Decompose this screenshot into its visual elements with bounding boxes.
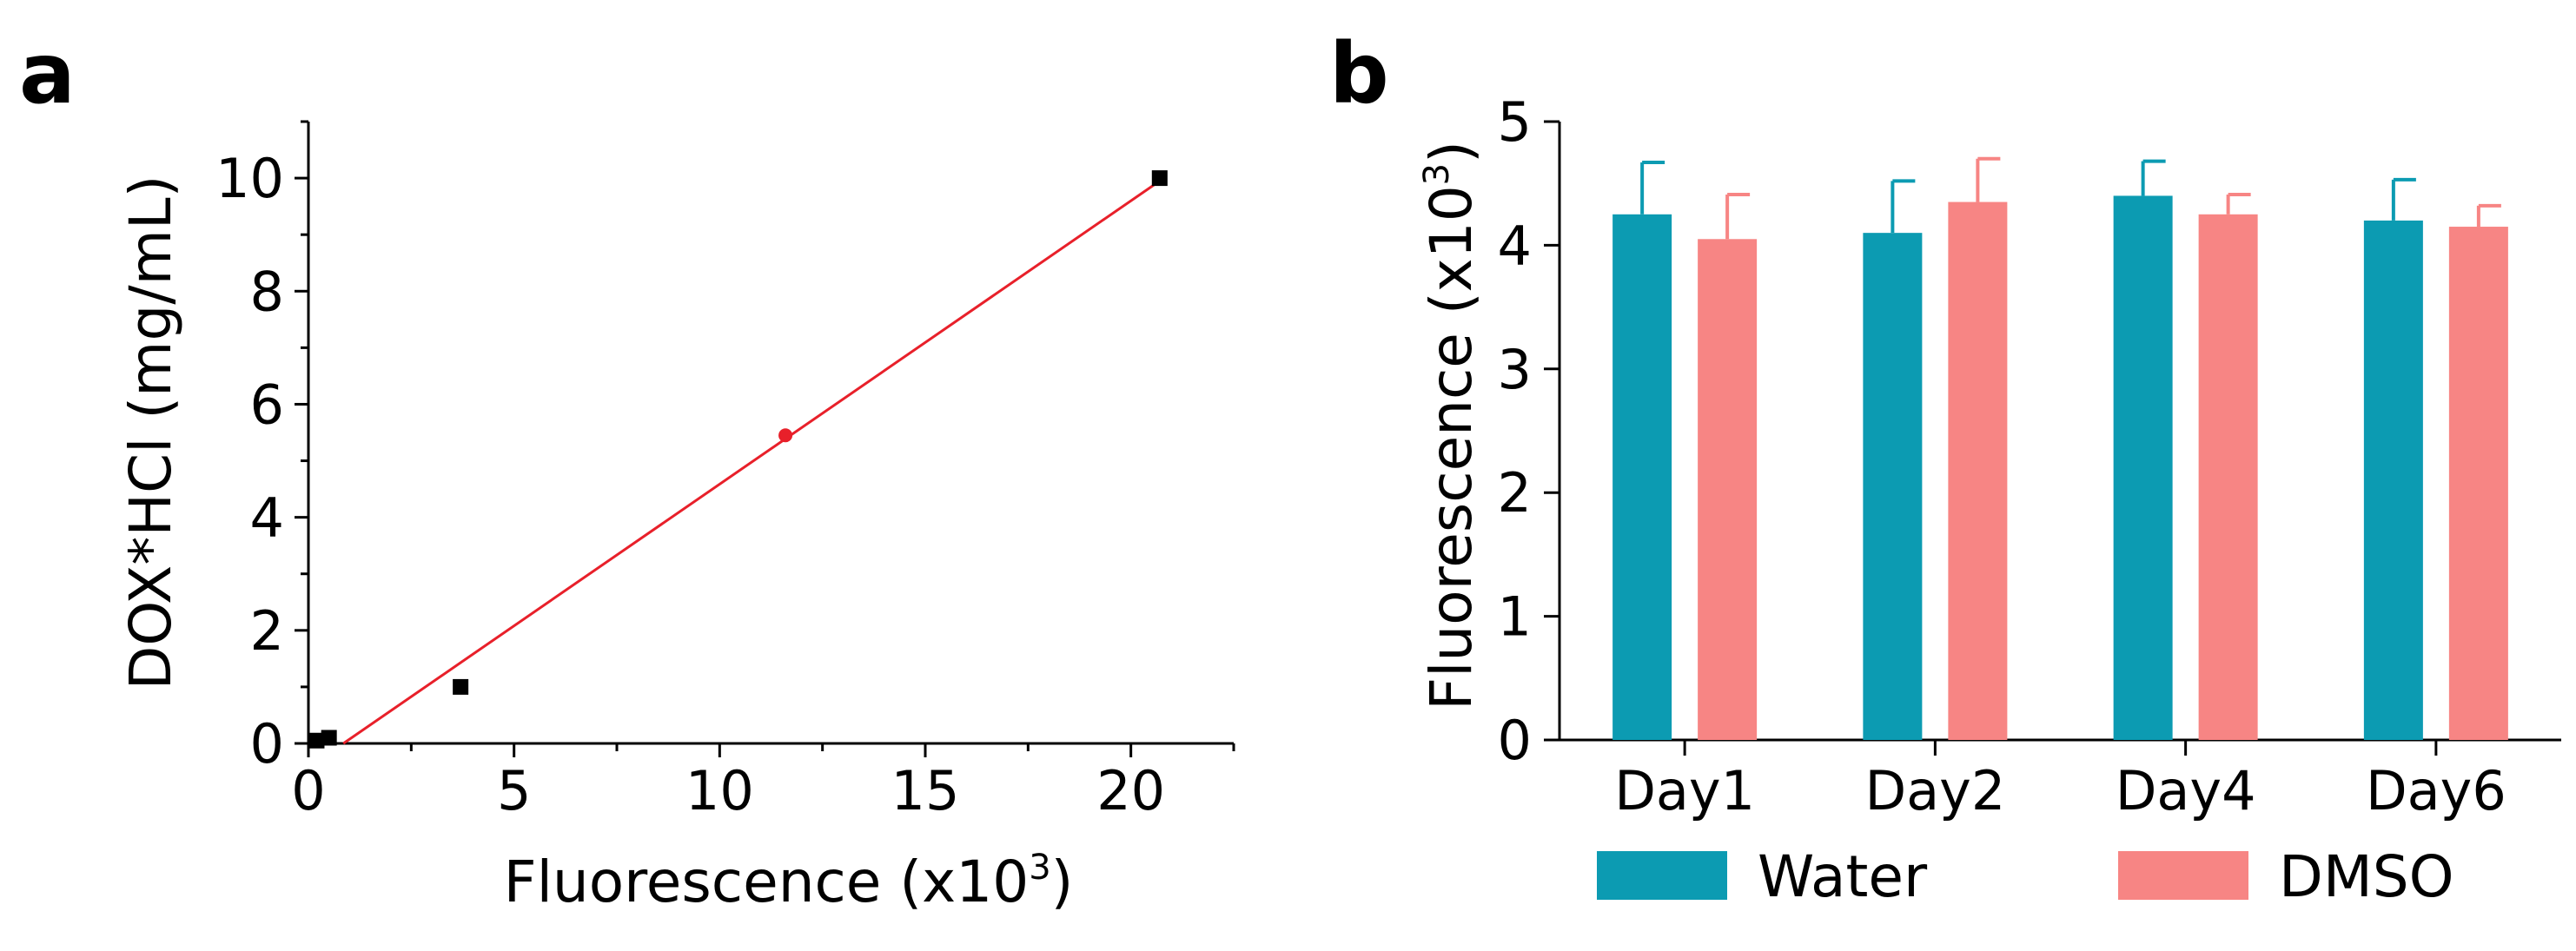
panel-b-legend-swatch-dmso [2118,851,2248,900]
panel-b-bar-water [1612,214,1672,741]
panel-a-sample-point [778,428,793,443]
panel-a-label: a [19,25,76,122]
panel-b-x-tick-label: Day1 [1614,759,1755,822]
panel-b-y-tick-label: 3 [1498,338,1532,401]
panel-a-y-tick-label: 6 [250,373,284,436]
panel-a-y-axis-title: DOX*HCl (mg/mL) [117,175,184,690]
panel-b-legend-label-dmso: DMSO [2279,843,2454,910]
panel-a-x-tick-label: 15 [891,759,960,822]
panel-b-y-axis-title: Fluorescence (x103) [1417,141,1485,710]
panel-a-y-tick-label: 0 [250,712,284,776]
panel-b-bars [1612,156,2508,741]
panel-b-bar-dmso [1948,201,2008,740]
panel-a-y-tick-label: 2 [250,599,284,663]
panel-a-points [308,170,1168,749]
panel-a-x-tick-label: 10 [685,759,754,822]
panel-b-x-tick-label: Day4 [2116,759,2256,822]
panel-a-titles: Fluorescence (x103) DOX*HCl (mg/mL) [117,175,1073,915]
panel-b-legend: Water DMSO [1597,843,2454,910]
panel-a-x-axis-title: Fluorescence (x103) [504,848,1074,915]
panel-b-y-tick-label: 4 [1498,214,1532,277]
panel-b-y-tick-label: 1 [1498,585,1532,649]
panel-a-y-tick-label: 4 [250,486,284,550]
panel-b-ticks: 0 1 2 3 4 5 Day1 Day2 Day4 Day6 [1498,90,2506,822]
panel-b-bar-water [2363,220,2423,741]
panel-b-legend-swatch-water [1597,851,1727,900]
panel-a-ticks: 0 5 10 15 20 0 2 4 6 8 10 [215,120,1235,822]
panel-b-x-tick-label: Day6 [2366,759,2506,822]
panel-a-x-tick-label: 5 [497,759,531,822]
panel-a-data-point [308,732,325,749]
panel-b-legend-label-water: Water [1758,843,1928,910]
panel-b-titles: Fluorescence (x103) [1417,141,1485,710]
panel-a-data-point [321,730,337,746]
panel-b-bar-water [1863,233,1923,740]
panel-b-y-tick-label: 2 [1498,461,1532,525]
panel-a-x-tick-label: 20 [1096,759,1165,822]
panel-a-y-tick-label: 10 [215,147,284,210]
panel-a-fit-line [342,180,1161,745]
panel-a-x-tick-label: 0 [291,759,325,822]
panel-a-fit-line-group [342,180,1161,745]
panel-b-x-tick-label: Day2 [1864,759,2005,822]
panel-b-y-tick-label: 0 [1498,709,1532,772]
panel-a-y-tick-label: 8 [250,260,284,323]
panel-a-data-point [453,678,469,695]
panel-a-axes [307,122,1234,745]
panel-b-bar-water [2113,195,2173,740]
panel-a-data-point [1151,170,1168,187]
panel-b-bar-dmso [2198,214,2258,741]
panel-b-label: b [1329,25,1389,122]
panel-b-bar-dmso [1698,239,1758,740]
panel-b-bar-dmso [2448,227,2508,740]
panel-b-y-tick-label: 5 [1498,90,1532,154]
